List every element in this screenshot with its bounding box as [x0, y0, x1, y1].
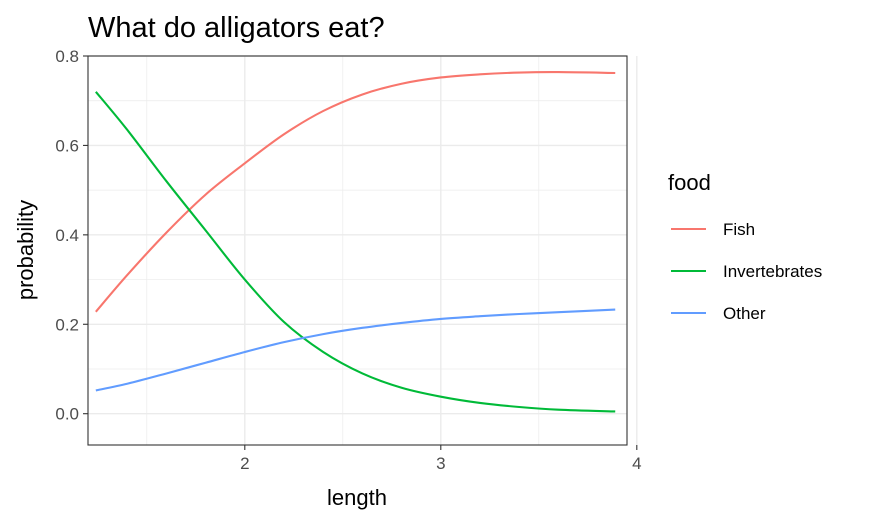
series-lines — [95, 71, 616, 413]
y-tick-label: 0.0 — [55, 405, 79, 424]
x-axis: 2 3 4 — [240, 445, 642, 473]
y-tick-label: 0.4 — [55, 226, 79, 245]
y-tick-label: 0.8 — [55, 47, 79, 66]
chart-title: What do alligators eat? — [88, 12, 385, 44]
plot-panel-border — [87, 55, 628, 446]
legend-label-other: Other — [723, 304, 766, 323]
legend-label-invertebrates: Invertebrates — [723, 262, 822, 281]
y-tick-label: 0.6 — [55, 136, 79, 155]
x-tick-label: 3 — [436, 454, 445, 473]
series-line-fish — [95, 71, 616, 313]
grid — [88, 55, 638, 445]
legend: food Fish Invertebrates Other — [668, 170, 822, 323]
y-axis-title: probability — [13, 200, 38, 300]
series-line-invertebrates — [95, 91, 616, 413]
x-tick-label: 2 — [240, 454, 249, 473]
series-line-other — [95, 308, 616, 392]
legend-title: food — [668, 170, 711, 195]
y-tick-label: 0.2 — [55, 315, 79, 334]
x-axis-title: length — [327, 485, 387, 510]
x-tick-label: 4 — [632, 454, 641, 473]
legend-label-fish: Fish — [723, 220, 755, 239]
y-axis: 0.0 0.2 0.4 0.6 0.8 — [55, 47, 88, 424]
